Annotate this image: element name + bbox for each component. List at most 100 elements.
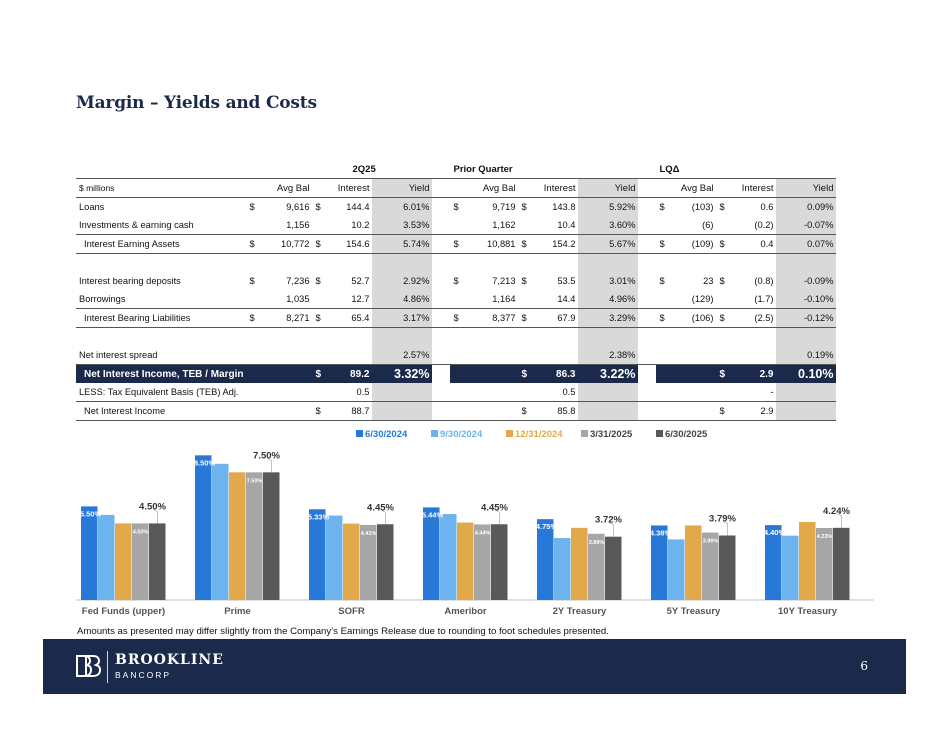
cell: $ [656, 308, 671, 328]
cell: (103) [691, 202, 714, 212]
cell: $ [450, 234, 465, 254]
cell: $ [246, 308, 261, 328]
cell: 0.5 [562, 387, 576, 397]
cell: 3.22% [578, 364, 639, 383]
cell: 144.4 [346, 202, 370, 212]
cell: 10.4 [557, 220, 576, 230]
data-label: 8.50% [194, 458, 216, 467]
bar [474, 524, 491, 600]
cell: 1,035 [286, 294, 310, 304]
bar [668, 539, 685, 600]
data-label: 5.33% [308, 512, 330, 521]
data-label: 4.38% [650, 528, 672, 537]
logo-divider [107, 651, 108, 683]
margin-table: 2Q25 Prior Quarter LQΔ $ millions Avg Ba… [76, 160, 837, 421]
leader-line [381, 509, 386, 525]
x-tick-label: 5Y Treasury [667, 606, 721, 617]
bar [833, 527, 850, 600]
leader-line [495, 509, 500, 525]
cell: 10,772 [260, 234, 313, 254]
bar [651, 525, 668, 600]
bar [195, 455, 212, 600]
table-row: Borrowings 1,035 12.7 4.86% 1,164 14.4 4… [76, 290, 837, 309]
cell: 4.96% [578, 290, 639, 309]
cell: $ [521, 276, 527, 286]
cell: $ [312, 401, 327, 421]
spacer-row [76, 327, 837, 346]
leader-line [267, 458, 272, 473]
table-row: Interest Earning Assets $ 10,772 $ 154.6… [76, 234, 837, 254]
table-row: LESS: Tax Equivalent Basis (TEB) Adj. 0.… [76, 383, 837, 402]
bar [571, 527, 588, 600]
cell: $ [315, 276, 321, 286]
cell: (6) [702, 220, 714, 230]
group-lq-delta: LQΔ [659, 163, 680, 175]
bar [799, 522, 816, 600]
table-row: Net Interest Income $ 88.7 $ 85.8 $ 2.9 [76, 401, 837, 421]
cell [450, 290, 464, 309]
cell: 53.5 [557, 276, 576, 286]
cell: 154.2 [532, 234, 579, 254]
brookline-logo-icon [76, 655, 101, 677]
col-header: Avg Bal [246, 178, 313, 198]
data-label: 5.44% [422, 510, 444, 519]
cell: 5.74% [372, 234, 433, 254]
table-row: Investments & earning cash 1,156 10.2 3.… [76, 216, 837, 235]
cell [656, 290, 670, 309]
units-label: $ millions [76, 178, 247, 198]
table-row: Interest Bearing Liabilities $ 8,271 $ 6… [76, 308, 837, 328]
bar [588, 533, 605, 600]
rates-bar-chart: 6/30/2024 9/30/2024 12/31/2024 3/31/2025 6/3… [76, 429, 874, 617]
legend-label: 6/30/2024 [365, 429, 408, 440]
col-header: Interest [716, 178, 777, 198]
cell: $ [659, 202, 665, 212]
cell: (0.8) [754, 276, 774, 286]
group-prior-quarter: Prior Quarter [453, 163, 513, 175]
cell: 0.4 [730, 234, 777, 254]
cell: 5.92% [578, 197, 639, 216]
page-title: Margin – Yields and Costs [76, 93, 317, 113]
bar [309, 509, 326, 600]
nim-row: Net Interest Income, TEB / Margin $ 89.2… [76, 364, 837, 383]
legend-label: 12/31/2024 [515, 429, 563, 440]
col-header: Yield [776, 178, 837, 198]
bar [440, 514, 457, 600]
data-label: 3.79% [709, 513, 736, 524]
x-tick-label: Prime [224, 606, 250, 617]
data-label: 3.72% [595, 515, 622, 526]
cell [450, 216, 464, 235]
legend-label: 9/30/2024 [440, 429, 483, 440]
bar [765, 525, 782, 600]
bar [605, 536, 622, 600]
row-label: Interest bearing deposits [79, 276, 181, 286]
data-label: 4.23% [817, 534, 833, 540]
cell: 3.60% [578, 216, 639, 235]
cell: 0.10% [776, 364, 837, 383]
cell: 8,377 [464, 308, 519, 328]
cell: 0.6 [760, 202, 774, 212]
x-tick-label: 2Y Treasury [553, 606, 607, 617]
cell: $ [450, 308, 465, 328]
cell: 52.7 [351, 276, 370, 286]
data-label: 7.50% [253, 450, 280, 461]
group-header-row: 2Q25 Prior Quarter LQΔ [76, 160, 836, 179]
cell [716, 216, 730, 235]
data-label: 4.75% [536, 522, 558, 531]
cell: 8,271 [260, 308, 313, 328]
row-label: Net Interest Income [76, 401, 247, 421]
bar [212, 463, 229, 600]
row-label: Net interest spread [76, 346, 247, 365]
row-label: Borrowings [79, 294, 126, 304]
cell: $ [518, 234, 533, 254]
cell: 0.09% [776, 197, 837, 216]
cell: 7,236 [286, 276, 310, 286]
data-label: 7.50% [247, 478, 263, 484]
col-header: Interest [518, 178, 579, 198]
cell [518, 216, 532, 235]
data-label: 4.50% [133, 529, 149, 535]
table-row: Net interest spread 2.57% 2.38% 0.19% [76, 346, 837, 365]
legend-label: 6/30/2025 [665, 429, 708, 440]
cell: -0.07% [776, 216, 837, 235]
cell: 2.92% [372, 272, 433, 290]
cell: $ [312, 308, 327, 328]
